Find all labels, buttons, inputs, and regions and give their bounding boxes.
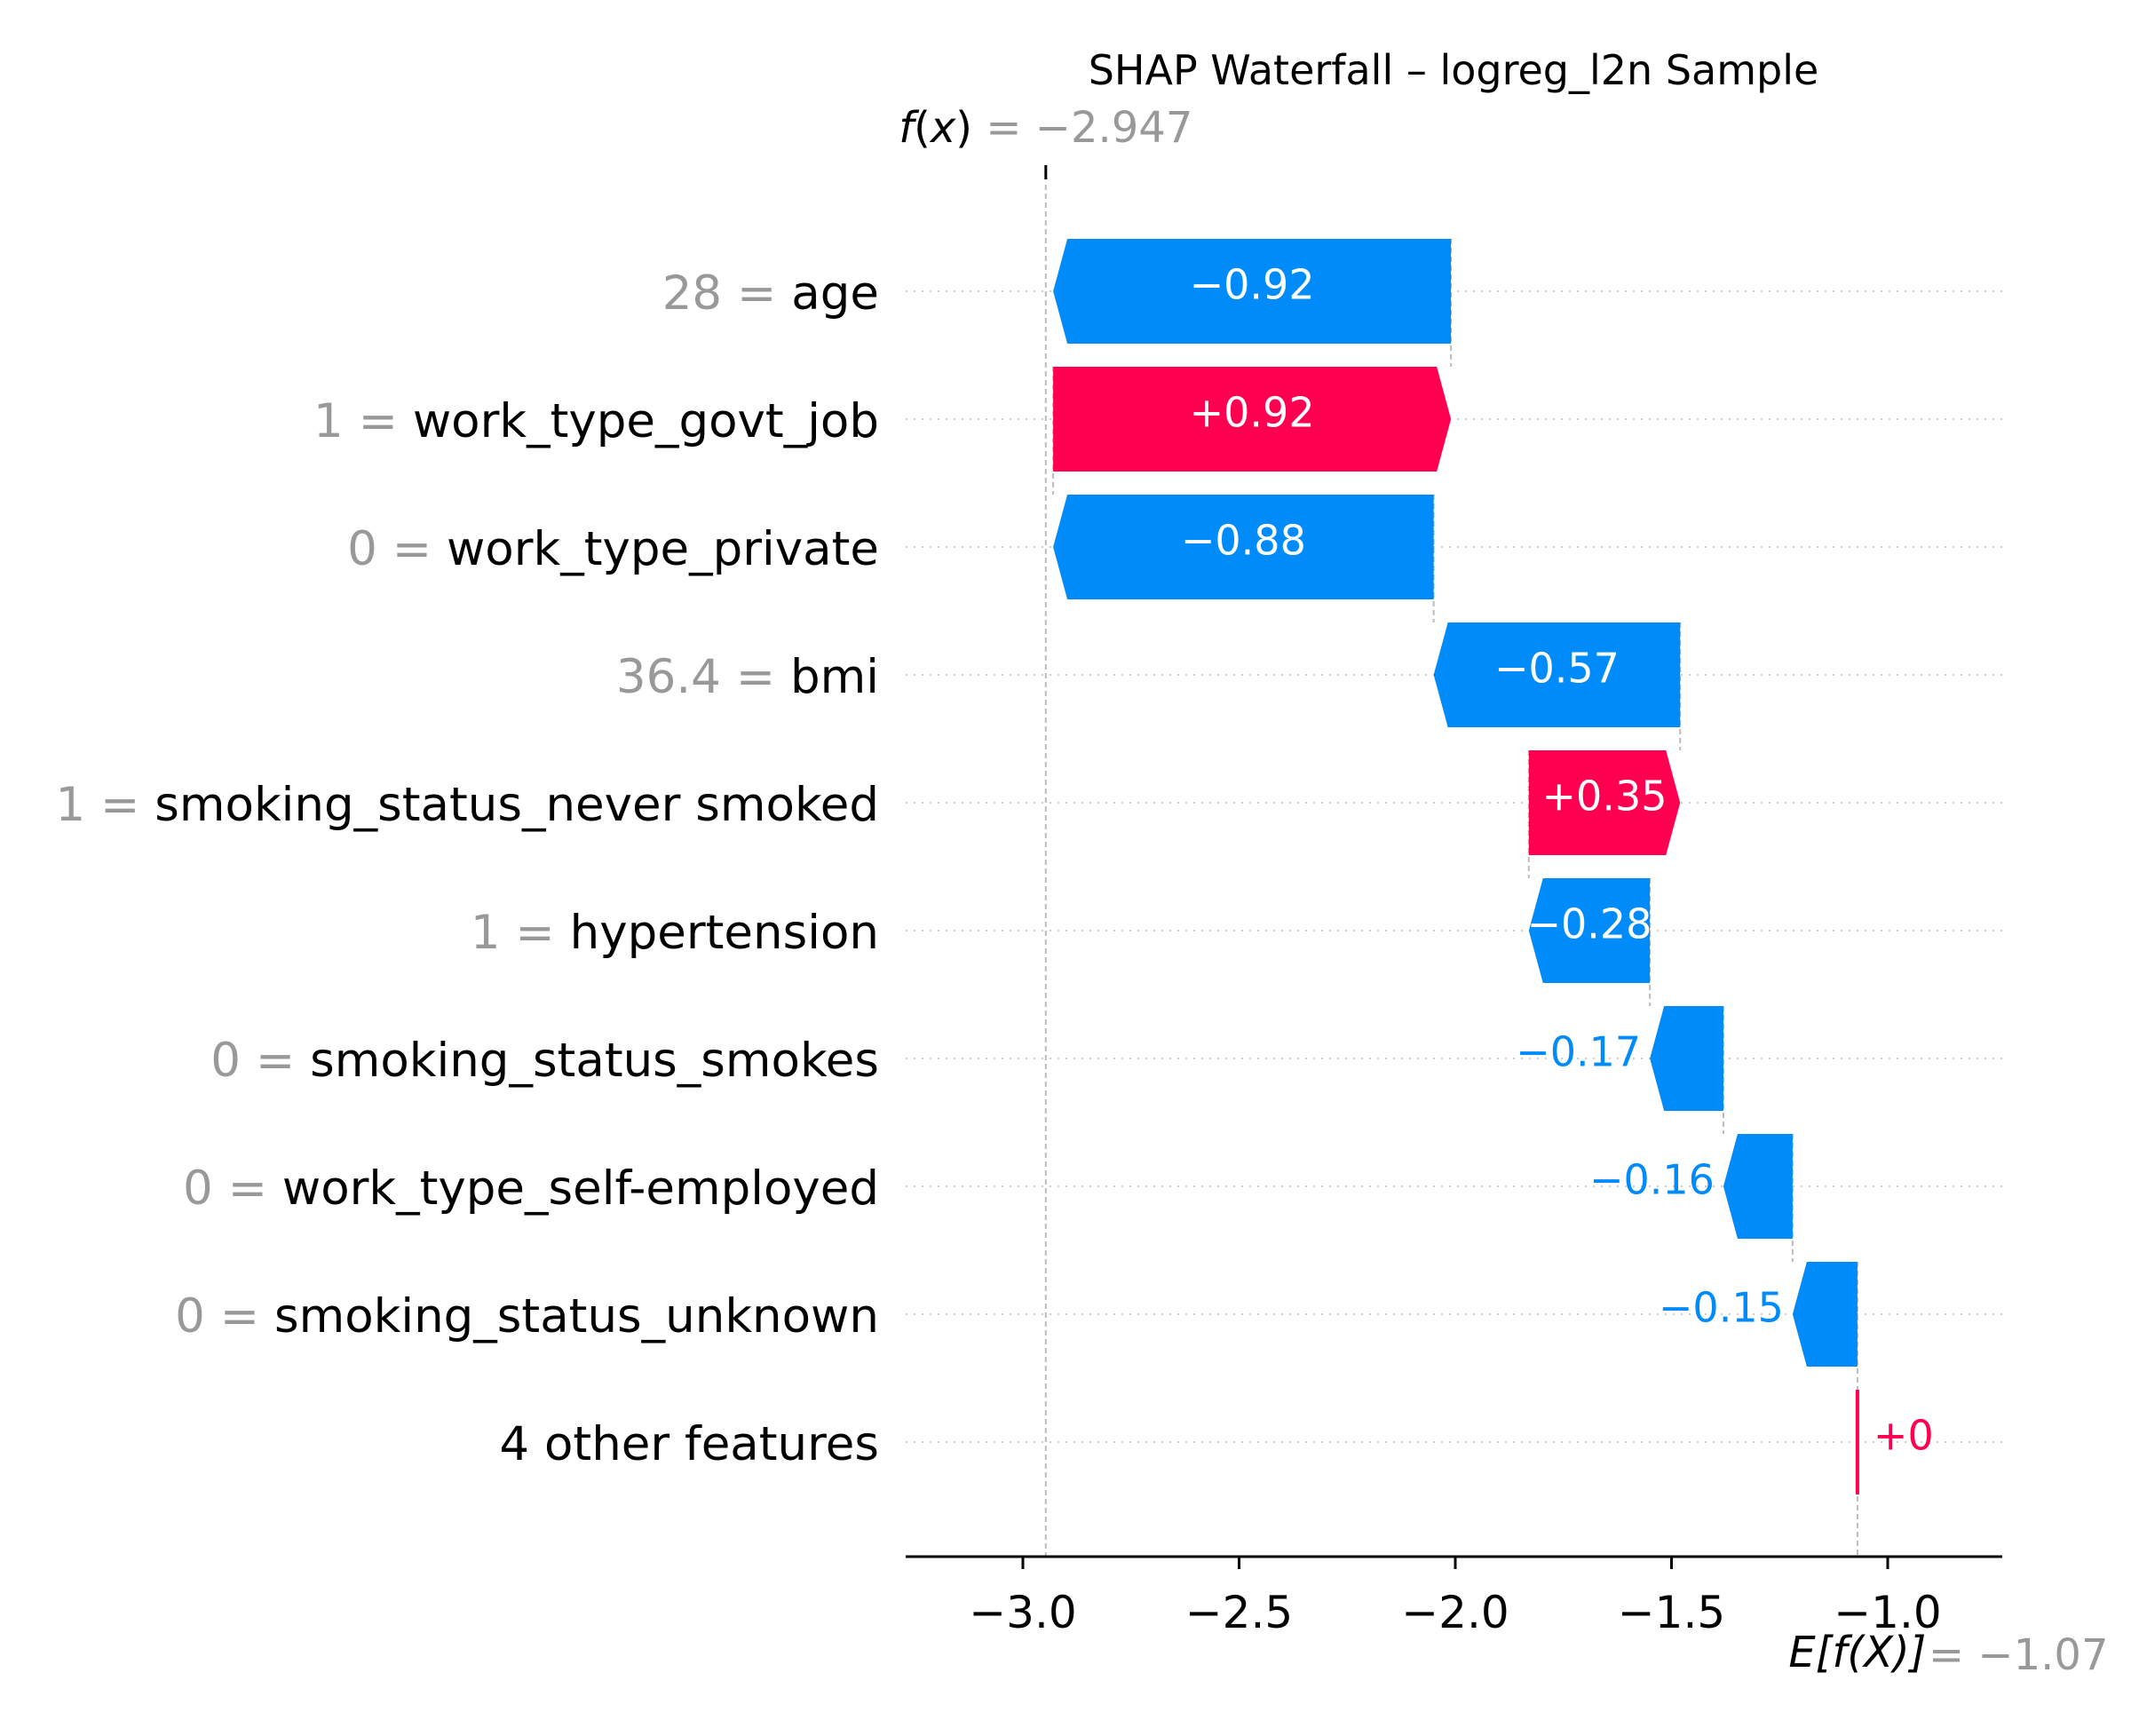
feature-value: 1 [55, 778, 85, 832]
feature-value: 0 [175, 1289, 205, 1344]
equals-sign: = [501, 906, 570, 960]
feature-name: 4 other features [499, 1417, 879, 1471]
feature-value: 28 [662, 266, 722, 321]
feature-name: work_type_self-employed [282, 1161, 879, 1216]
shap-bar [1792, 1262, 1858, 1367]
feature-value: 36.4 [616, 650, 721, 704]
x-tick-label: −3.0 [969, 1587, 1076, 1638]
bar-value-label: −0.15 [1659, 1284, 1784, 1332]
feature-name: smoking_status_smokes [310, 1034, 879, 1088]
bar-value-label: +0.92 [1190, 389, 1315, 437]
feature-label: 0 = work_type_self-employed [183, 1161, 879, 1216]
x-tick-label: −1.5 [1618, 1587, 1725, 1638]
efx-value: = −1.07 [1929, 1630, 2109, 1680]
equals-sign: = [377, 522, 447, 576]
bar-value-label: −0.92 [1190, 261, 1315, 309]
feature-label: 1 = smoking_status_never smoked [55, 778, 879, 832]
shap-bar [1053, 239, 1452, 344]
equals-sign: = [85, 778, 154, 832]
feature-value: 0 [347, 522, 377, 576]
feature-value: 0 [183, 1161, 213, 1216]
bar-value-label: +0.35 [1542, 773, 1668, 820]
shap-bar [1528, 750, 1681, 855]
equals-sign: = [205, 1289, 274, 1344]
shap-bar [1433, 622, 1681, 727]
feature-name: smoking_status_never smoked [154, 778, 879, 832]
chart-title: SHAP Waterfall – logreg_l2n Sample [1089, 46, 1819, 94]
bar-value-label: +0 [1874, 1412, 1934, 1460]
x-tick-label: −2.0 [1401, 1587, 1509, 1638]
bar-value-label: −0.16 [1589, 1156, 1715, 1204]
feature-name: smoking_status_unknown [274, 1289, 879, 1344]
bar-value-label: −0.17 [1516, 1028, 1641, 1076]
fx-label: f(x) = −2.947 [899, 103, 1192, 153]
x-tick-label: −1.0 [1834, 1587, 1941, 1638]
fx-value: = −2.947 [972, 103, 1192, 153]
feature-name: hypertension [570, 906, 879, 960]
feature-label: 0 = smoking_status_unknown [175, 1289, 879, 1344]
feature-label: 36.4 = bmi [616, 650, 879, 704]
feature-label: 1 = work_type_govt_job [313, 394, 879, 448]
shap-bar [1528, 878, 1651, 983]
feature-value: 1 [313, 394, 344, 448]
feature-label: 0 = smoking_status_smokes [210, 1034, 879, 1088]
shap-bar [1053, 367, 1452, 472]
feature-label: 1 = hypertension [471, 906, 879, 960]
feature-name: work_type_govt_job [413, 394, 879, 448]
equals-sign: = [213, 1161, 282, 1216]
bar-value-label: −0.28 [1526, 900, 1652, 948]
efx-label: E[f(X)] [1788, 1628, 1926, 1677]
efx-symbol: E[f(X)] [1788, 1628, 1926, 1677]
feature-label: 0 = work_type_private [347, 522, 879, 576]
feature-label: 28 = age [662, 266, 879, 321]
equals-sign: = [721, 650, 790, 704]
shap-bar [1723, 1134, 1793, 1239]
feature-name: age [791, 266, 879, 321]
equals-sign: = [344, 394, 413, 448]
shap-bar [1650, 1006, 1723, 1111]
bar-value-label: −0.57 [1494, 645, 1620, 693]
shap-bar [1053, 495, 1434, 599]
feature-name: bmi [790, 650, 879, 704]
feature-name: work_type_private [447, 522, 879, 576]
feature-value: 1 [471, 906, 501, 960]
bar-value-label: −0.88 [1181, 517, 1306, 565]
equals-sign: = [722, 266, 791, 321]
x-tick-label: −2.5 [1185, 1587, 1293, 1638]
equals-sign: = [241, 1034, 310, 1088]
feature-value: 0 [210, 1034, 241, 1088]
fx-symbol: f(x) [899, 103, 972, 153]
feature-label: 4 other features [499, 1417, 879, 1471]
